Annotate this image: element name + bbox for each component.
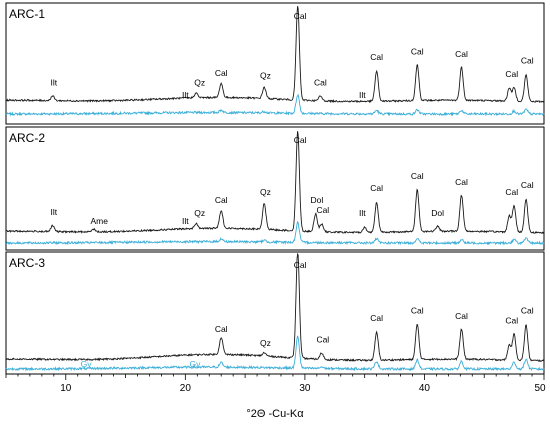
peak-annotation: Cal xyxy=(411,171,424,181)
peak-annotation: Cal xyxy=(521,180,534,190)
peak-annotation: Cal xyxy=(521,306,534,316)
blue-peak-annotation: Gy xyxy=(189,359,201,369)
peak-annotation: Cal xyxy=(314,77,327,87)
peak-annotation: Cal xyxy=(215,324,228,334)
peak-annotation: Cal xyxy=(215,68,228,78)
panel-frame xyxy=(5,126,545,251)
peak-annotation: Ilt xyxy=(359,90,366,100)
peak-annotation: Cal xyxy=(455,49,468,59)
peak-annotation: Cal xyxy=(370,313,383,323)
x-tick-label: 20 xyxy=(180,383,192,394)
peak-annotation: Ilt xyxy=(182,216,189,226)
peak-annotation: Cal xyxy=(370,52,383,62)
peak-annotation: Ilt xyxy=(182,90,189,100)
peak-annotation: Cal xyxy=(455,311,468,321)
peak-annotation: Ilt xyxy=(51,207,58,217)
panel-frame xyxy=(5,251,545,375)
black-series-line xyxy=(5,131,545,235)
peak-annotation: Cal xyxy=(455,177,468,187)
x-axis: 10 20 30 40 50 xyxy=(5,374,546,394)
peak-annotation: Cal xyxy=(215,195,228,205)
peak-annotation: Ilt xyxy=(51,77,58,87)
panel-label: ARC-2 xyxy=(9,131,45,145)
blue-series-line xyxy=(5,220,545,246)
peak-annotation: Cal xyxy=(505,187,518,197)
peak-annotation: Dol xyxy=(431,208,444,218)
x-tick-label: 40 xyxy=(419,383,431,394)
peak-annotation: Cal xyxy=(505,315,518,325)
peak-annotation: Cal xyxy=(294,11,307,21)
peak-annotation: Qz xyxy=(260,71,271,81)
black-series-line xyxy=(5,252,545,362)
x-tick-label: 10 xyxy=(60,383,72,394)
blue-series-line xyxy=(5,93,545,117)
peak-annotation: Ilt xyxy=(359,208,366,218)
panel-label: ARC-3 xyxy=(9,256,45,270)
black-series-line xyxy=(5,6,545,104)
x-axis-label: °2Θ -Cu-Kα xyxy=(246,408,304,420)
peak-annotation: Cal xyxy=(316,335,329,345)
peak-annotation: Cal xyxy=(411,46,424,56)
blue-peak-annotation: Gy xyxy=(81,359,93,369)
peak-annotation: Cal xyxy=(411,306,424,316)
x-tick-label: 30 xyxy=(299,383,311,394)
panel-frame xyxy=(5,2,545,125)
peak-annotation: Cal xyxy=(294,260,307,270)
x-tick-label: 50 xyxy=(534,383,546,394)
peak-annotation: Dol xyxy=(310,195,323,205)
peak-annotation: Qz xyxy=(260,338,271,348)
peak-annotation: Cal xyxy=(505,69,518,79)
peak-annotation: Ame xyxy=(91,216,109,226)
peak-annotation: Qz xyxy=(260,187,271,197)
peak-annotation: Qz xyxy=(194,208,205,218)
panel-label: ARC-1 xyxy=(9,7,45,21)
peak-annotation: Cal xyxy=(370,183,383,193)
peak-annotation: Cal xyxy=(294,135,307,145)
peak-annotation: Cal xyxy=(521,56,534,66)
peak-annotation: Qz xyxy=(194,77,205,87)
peak-annotation: Cal xyxy=(316,205,329,215)
blue-series-line xyxy=(5,335,545,372)
